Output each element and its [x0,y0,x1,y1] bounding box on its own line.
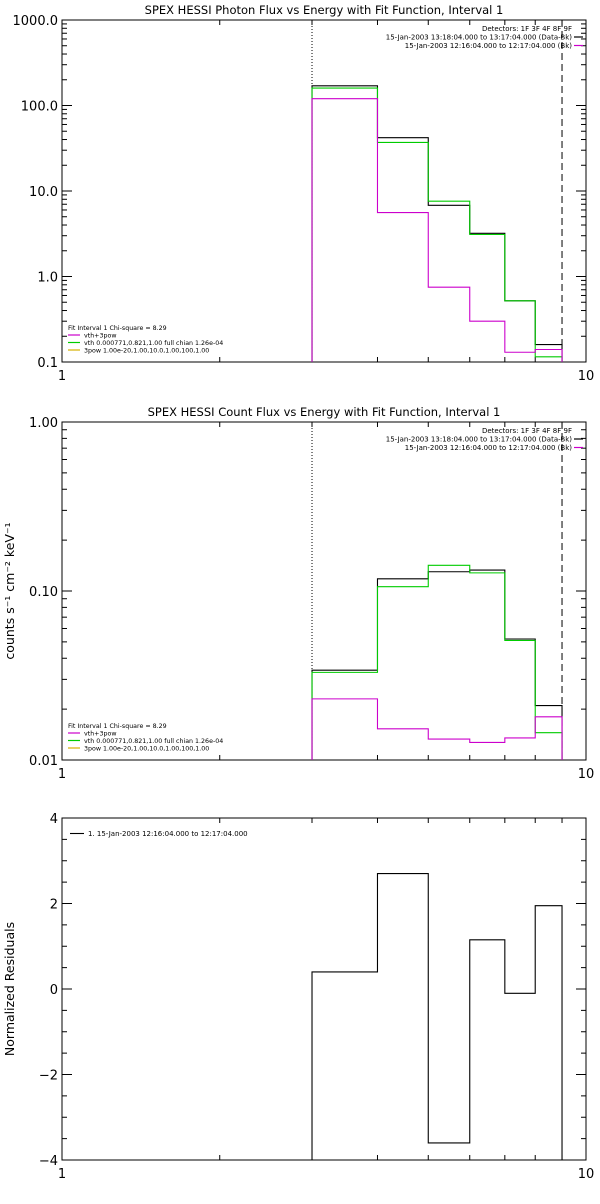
fit-legend-text: 3pow 1.00e-20,1.00,10.0,1.00,100,1.00 [84,746,209,753]
x-tick-label: 1 [58,767,66,782]
series-line-0 [311,85,563,362]
y-tick-label: 1.00 [29,416,58,431]
y-tick-label: 1.0 [37,271,58,286]
series-line-2 [311,98,563,362]
y-tick-label: 0.10 [29,585,58,600]
series-line-0 [311,873,563,1160]
chart-title: SPEX HESSI Photon Flux vs Energy with Fi… [145,3,504,17]
y-tick-label: 10.0 [29,185,58,200]
x-tick-label: 10 [578,767,595,782]
y-tick-label: 0.01 [29,754,58,769]
y-axis-label: Normalized Residuals [2,922,17,1056]
y-tick-label: 2 [50,898,58,913]
fit-info-text: Fit Interval 1 Chi-square = 8.29 [68,325,167,332]
y-tick-label: 100.0 [21,100,58,115]
y-axis-label: counts s⁻¹ cm⁻² keV⁻¹ [2,522,17,659]
x-tick-label: 10 [578,369,595,384]
legend-entry: 1. 15-Jan-2003 12:16:04.000 to 12:17:04.… [88,830,248,838]
detector-info-text: Detectors: 1F 3F 4F 8F 9F [482,427,572,435]
plot-frame [61,19,587,363]
x-tick-label: 1 [58,1167,66,1182]
series-line-0 [311,569,563,760]
fit-legend-text: vth+3pow [84,333,116,340]
detector-info-text: 15-Jan-2003 13:18:04.000 to 13:17:04.000… [386,34,573,42]
y-tick-label: 0.1 [37,356,58,371]
fit-legend-text: vth+3pow [84,731,116,738]
detector-info-text: 15-Jan-2003 13:18:04.000 to 13:17:04.000… [386,436,573,444]
fit-info-text: Fit Interval 1 Chi-square = 8.29 [68,723,167,730]
series-line-1 [311,564,563,760]
plot-frame [61,421,587,761]
detector-info-text: Detectors: 1F 3F 4F 8F 9F [482,25,572,33]
detector-info-text: 15-Jan-2003 12:16:04.000 to 12:17:04.000… [405,42,573,50]
series-line-1 [311,87,563,362]
series-line-2 [311,698,563,760]
chart-title: SPEX HESSI Count Flux vs Energy with Fit… [148,405,501,419]
detector-info-text: 15-Jan-2003 12:16:04.000 to 12:17:04.000… [405,444,573,452]
y-tick-label: 1000.0 [13,14,59,29]
plot-frame [61,817,587,1161]
y-tick-label: −4 [39,1154,58,1169]
fit-legend-text: vth 0.000771,0.821,1.00 full chian 1.26e… [84,340,223,347]
x-tick-label: 10 [578,1167,595,1182]
y-tick-label: −2 [39,1069,58,1084]
x-tick-label: 1 [58,369,66,384]
fit-legend-text: vth 0.000771,0.821,1.00 full chian 1.26e… [84,738,223,745]
y-tick-label: 0 [50,983,58,998]
fit-legend-text: 3pow 1.00e-20,1.00,10.0,1.00,100,1.00 [84,348,209,355]
y-tick-label: 4 [50,812,58,827]
